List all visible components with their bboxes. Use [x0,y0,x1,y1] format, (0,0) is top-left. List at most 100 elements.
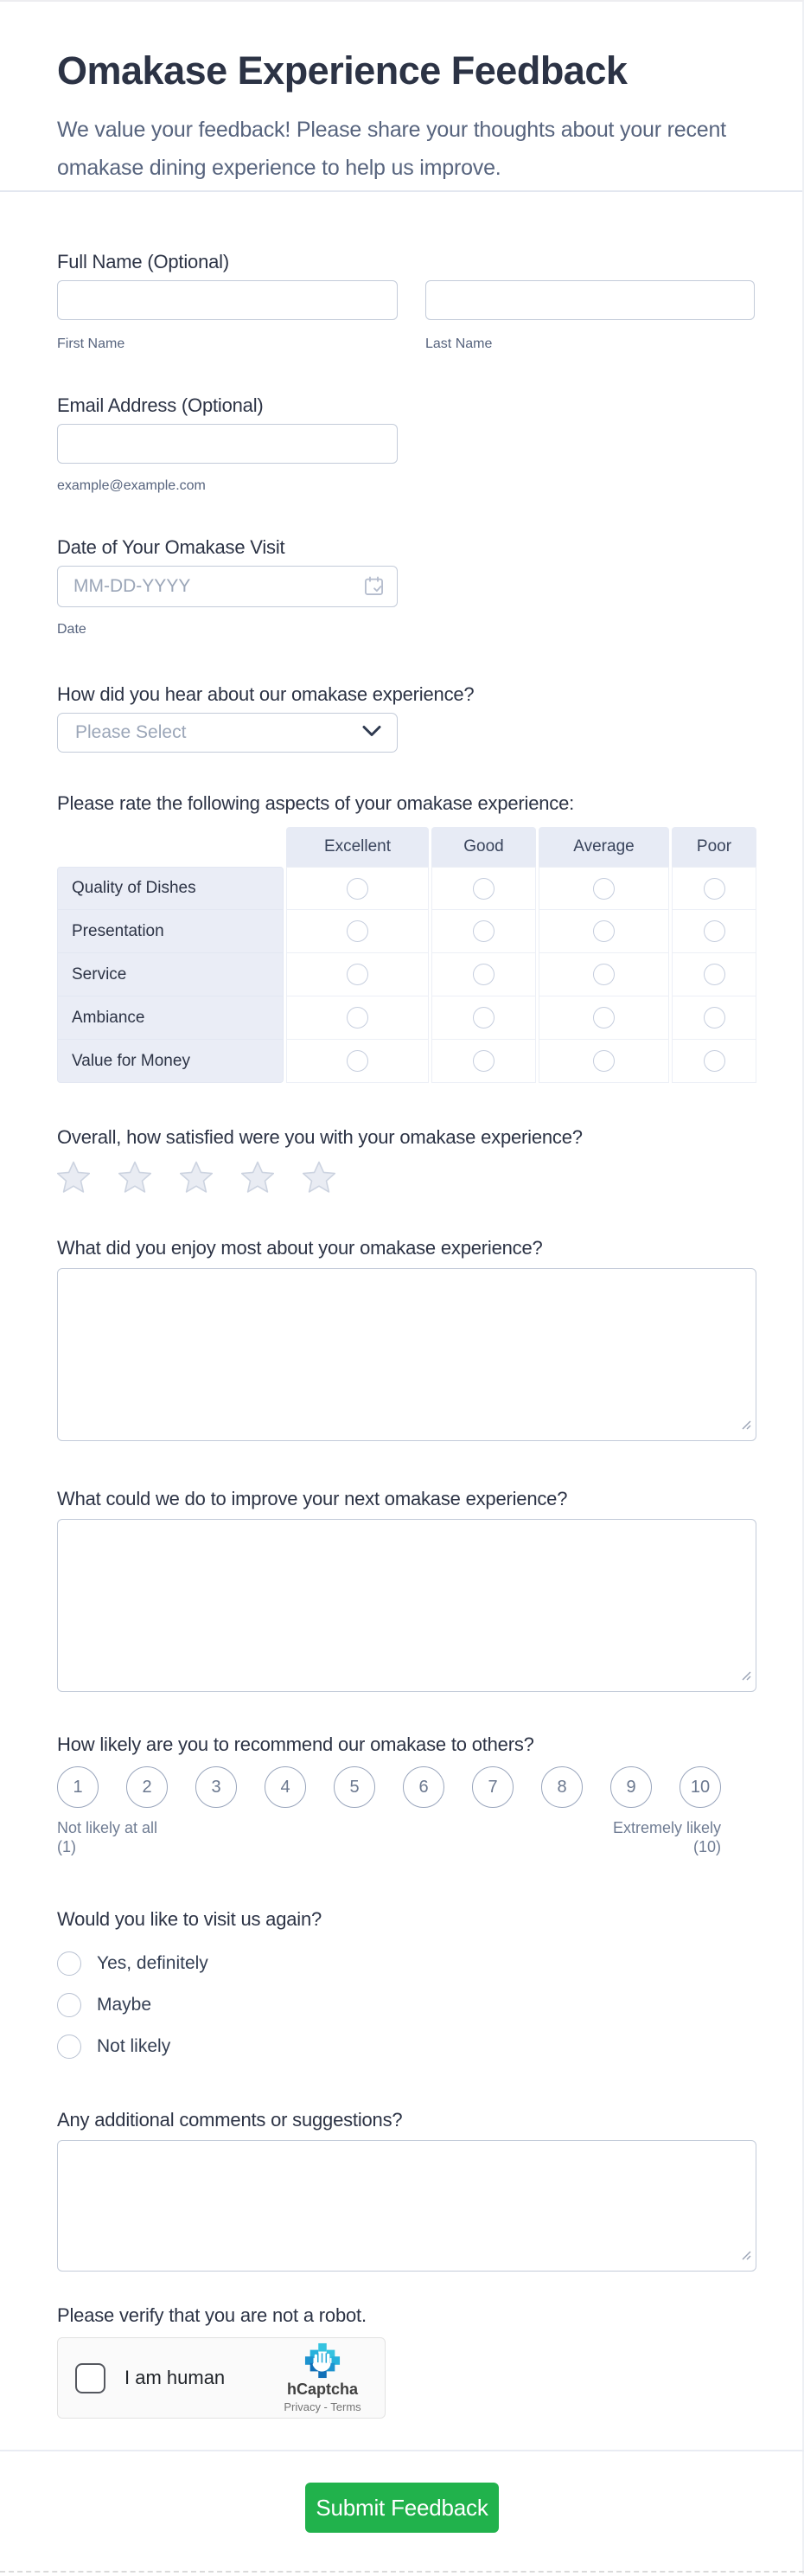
resize-grip-icon[interactable] [741,1669,751,1685]
radio-option[interactable]: Not likely [57,2031,755,2062]
matrix-radio[interactable] [347,1050,368,1072]
scale-option-2[interactable]: 2 [126,1766,168,1808]
date-input-wrap [57,566,398,607]
matrix-cell [431,910,536,953]
star-icon[interactable] [240,1161,275,1197]
rating-matrix: Excellent Good Average Poor Quality of Dish… [57,827,756,1083]
recommend-scale: 1 2 3 4 5 6 7 8 9 10 [57,1766,721,1808]
form-header: Omakase Experience Feedback We value you… [0,2,802,192]
scale-option-5[interactable]: 5 [334,1766,375,1808]
email-field[interactable] [57,424,398,464]
radio-button[interactable] [57,2035,81,2059]
hcaptcha-privacy-terms[interactable]: Privacy - Terms [284,2400,361,2413]
question-rating-matrix: Please rate the following aspects of you… [57,792,756,1083]
matrix-radio[interactable] [593,1050,615,1072]
matrix-radio[interactable] [593,964,615,985]
matrix-row: Presentation [57,910,756,953]
matrix-radio[interactable] [703,964,725,985]
matrix-radio[interactable] [593,1007,615,1028]
first-name-sublabel: First Name [57,336,125,351]
matrix-radio[interactable] [347,964,368,985]
scale-option-1[interactable]: 1 [57,1766,99,1808]
captcha-label: Please verify that you are not a robot. [57,2304,367,2326]
matrix-radio[interactable] [593,920,615,942]
scale-option-3[interactable]: 3 [195,1766,237,1808]
form-subtitle: We value your feedback! Please share you… [57,118,726,180]
matrix-radio[interactable] [703,1050,725,1072]
recommend-scale-ends: Not likely at all (1) Extremely likely (… [57,1818,721,1856]
radio-button[interactable] [57,1951,81,1976]
hear-about-select[interactable]: Please Select [57,713,398,753]
calendar-icon[interactable] [362,574,386,602]
improve-label: What could we do to improve your next om… [57,1488,568,1509]
matrix-radio[interactable] [703,1007,725,1028]
star-icon[interactable] [56,1161,91,1197]
radio-option[interactable]: Maybe [57,1990,755,2021]
radio-option[interactable]: Yes, definitely [57,1948,755,1979]
scale-min-text: Not likely at all [57,1819,158,1836]
comments-textarea-wrap [57,2140,756,2272]
matrix-radio[interactable] [473,920,495,942]
email-sublabel: example@example.com [57,478,206,493]
matrix-radio[interactable] [347,920,368,942]
matrix-column-header: Excellent [286,827,429,867]
scale-option-8[interactable]: 8 [541,1766,583,1808]
star-icon[interactable] [302,1161,336,1197]
matrix-cell [431,953,536,996]
matrix-radio[interactable] [703,877,725,900]
matrix-cell [672,953,756,996]
scale-max-label: Extremely likely (10) [613,1818,721,1856]
scale-option-10[interactable]: 10 [680,1766,721,1808]
matrix-cell [672,996,756,1040]
improve-textarea[interactable] [57,1519,756,1692]
visit-again-options: Yes, definitely Maybe Not likely [57,1948,755,2062]
matrix-cell [431,996,536,1040]
matrix-radio[interactable] [473,1007,495,1028]
matrix-cell [286,867,429,910]
resize-grip-icon[interactable] [741,1419,751,1434]
star-icon[interactable] [118,1161,152,1197]
scale-option-4[interactable]: 4 [265,1766,306,1808]
enjoy-textarea[interactable] [57,1268,756,1441]
submit-area: Submit Feedback [0,2483,804,2533]
comments-textarea[interactable] [57,2140,756,2272]
submit-button[interactable]: Submit Feedback [305,2483,499,2533]
question-date: Date of Your Omakase Visit Date [57,536,755,638]
matrix-cell [286,1040,429,1083]
captcha-checkbox-label: I am human [124,2367,226,2388]
question-overall-rating: Overall, how satisfied were you with you… [56,1126,755,1197]
scale-option-6[interactable]: 6 [403,1766,444,1808]
radio-option-label: Not likely [97,2036,171,2056]
hcaptcha-logo: hCaptcha Privacy - Terms [279,2342,366,2413]
matrix-row-label: Presentation [57,910,284,953]
question-email: Email Address (Optional) example@example… [57,394,755,495]
matrix-radio[interactable] [473,877,495,900]
matrix-row: Service [57,953,756,996]
matrix-radio[interactable] [347,1007,368,1028]
matrix-radio[interactable] [703,920,725,942]
star-icon[interactable] [179,1161,214,1197]
last-name-input[interactable] [425,280,755,320]
matrix-radio[interactable] [593,877,615,900]
matrix-cell [539,867,669,910]
matrix-cell [431,1040,536,1083]
matrix-radio[interactable] [473,1050,495,1072]
resize-grip-icon[interactable] [741,2249,751,2265]
matrix-cell [286,910,429,953]
date-input[interactable] [57,566,398,607]
scale-option-7[interactable]: 7 [472,1766,514,1808]
first-name-input[interactable] [57,280,398,320]
captcha-checkbox[interactable] [75,2362,105,2393]
matrix-radio[interactable] [347,877,368,900]
email-label: Email Address (Optional) [57,394,264,416]
radio-option-label: Maybe [97,1995,152,2015]
page-bottom-edge [0,2571,804,2576]
last-name-sublabel: Last Name [425,336,493,351]
hcaptcha-brand: hCaptcha [286,2381,358,2398]
scale-min-value: (1) [57,1838,76,1855]
scale-option-9[interactable]: 9 [610,1766,652,1808]
matrix-radio[interactable] [473,964,495,985]
radio-button[interactable] [57,1993,81,2017]
matrix-cell [672,867,756,910]
